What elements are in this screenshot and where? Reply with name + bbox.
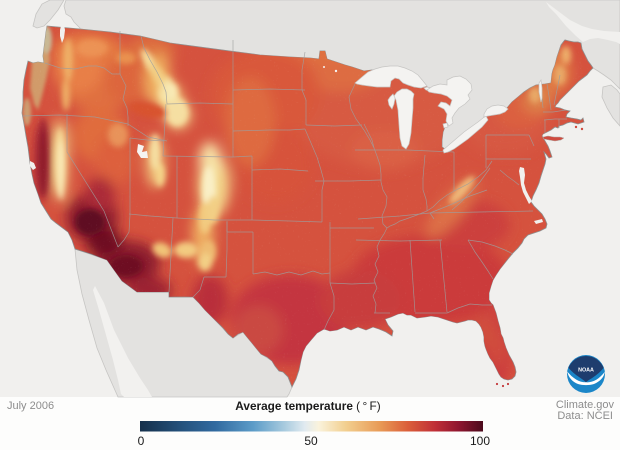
- svg-text:0: 0: [138, 434, 145, 448]
- svg-text:Data: NCEI: Data: NCEI: [557, 410, 613, 422]
- svg-text:Climate.gov: Climate.gov: [556, 399, 615, 411]
- svg-text:NOAA: NOAA: [578, 368, 594, 374]
- svg-text:50: 50: [304, 434, 318, 448]
- svg-text:100: 100: [470, 434, 490, 448]
- svg-text:July 2006: July 2006: [7, 400, 54, 412]
- svg-text:Average temperature ( ° F): Average temperature ( ° F): [235, 399, 380, 413]
